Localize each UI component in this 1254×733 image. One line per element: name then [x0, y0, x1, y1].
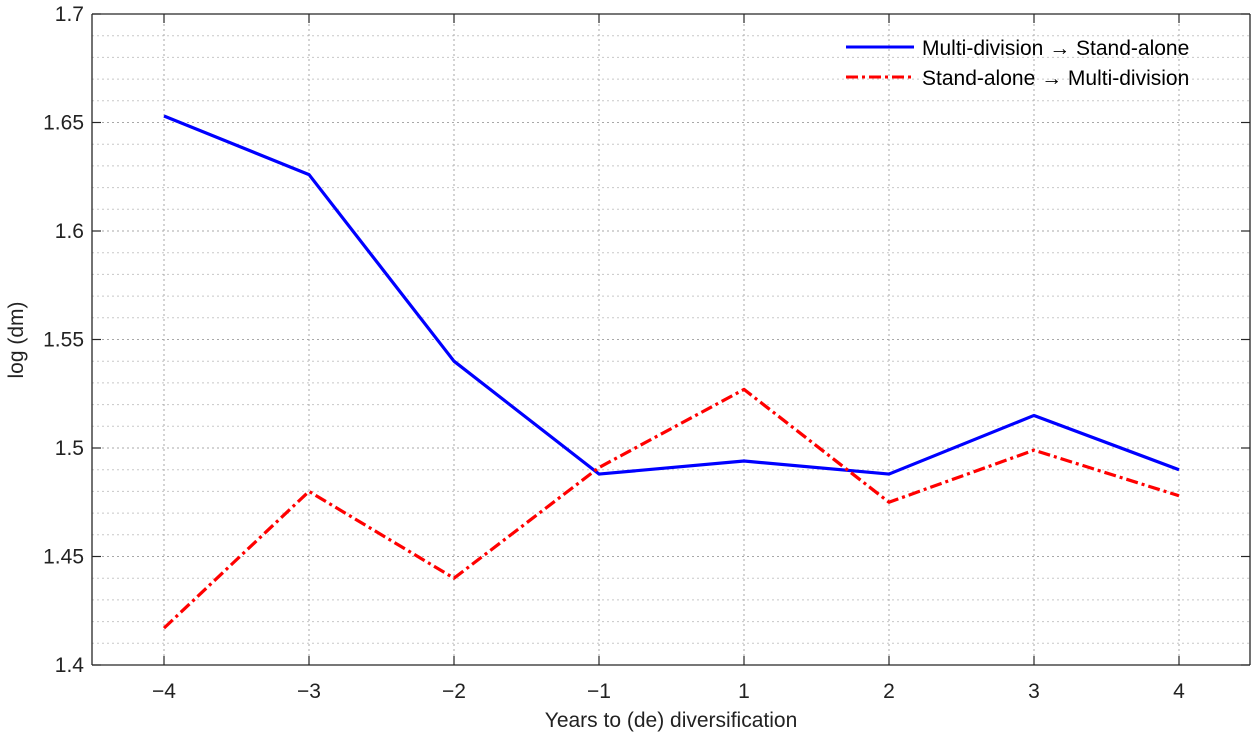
x-tick-label: −1 — [587, 680, 611, 703]
x-tick-label: 3 — [1028, 680, 1040, 703]
y-tick-label: 1.6 — [55, 220, 84, 243]
y-tick-label: 1.45 — [43, 546, 84, 569]
y-tick-label: 1.7 — [55, 3, 84, 26]
ticks: 1.4 1.45 1.5 1.55 1.6 1.65 1.7 −4 −3 −2 −1 1 2 3 4 — [43, 3, 1250, 703]
y-tick-label: 1.5 — [55, 437, 84, 460]
y-tick-label: 1.65 — [43, 112, 84, 135]
legend-label-series-1: Multi-division → Stand-alone — [922, 37, 1189, 60]
axes — [91, 13, 1251, 666]
x-tick-label: 1 — [738, 680, 750, 703]
y-tick-label: 1.55 — [43, 329, 84, 352]
series-line-2 — [162, 387, 1180, 630]
x-tick-label: 2 — [883, 680, 895, 703]
x-tick-label: −2 — [442, 680, 466, 703]
x-axis-label: Years to (de) diversification — [545, 709, 798, 732]
y-tick-label: 1.4 — [55, 654, 85, 677]
x-tick-label: 4 — [1173, 680, 1185, 703]
series — [162, 114, 1180, 630]
series-line-1 — [163, 114, 1180, 476]
y-axis-label: log (dm) — [5, 301, 28, 378]
legend: Multi-division → Stand-alone Stand-alone… — [846, 37, 1189, 90]
grid — [92, 14, 1250, 665]
x-tick-label: −3 — [297, 680, 321, 703]
x-tick-label: −4 — [152, 680, 176, 703]
legend-label-series-2: Stand-alone → Multi-division — [922, 67, 1189, 90]
